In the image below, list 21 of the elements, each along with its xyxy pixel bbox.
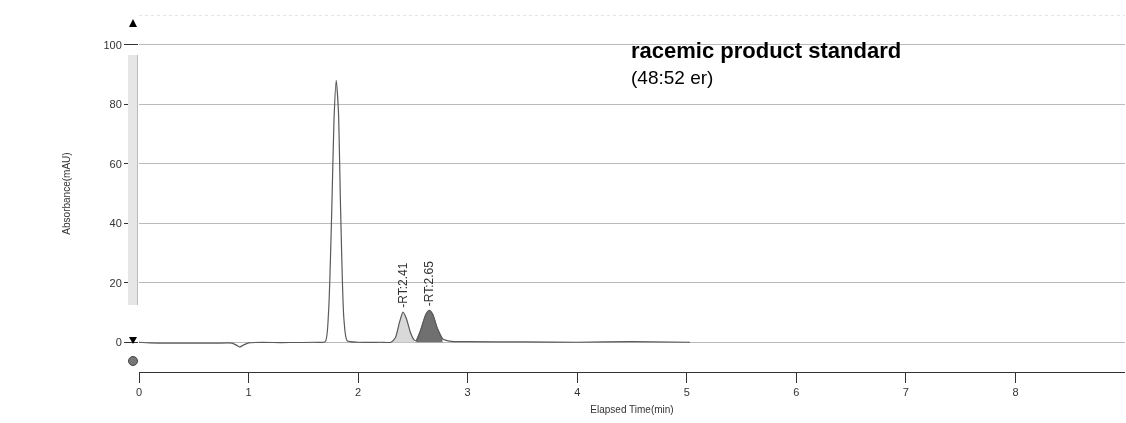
x-axis-title: Elapsed Time(min) bbox=[590, 403, 674, 415]
y-tick-label: 60 bbox=[109, 157, 122, 170]
x-tick-label: 8 bbox=[1012, 386, 1019, 399]
y-tick-label: 100 bbox=[103, 38, 122, 51]
x-tick-label: 4 bbox=[574, 386, 581, 399]
x-tick-label: 7 bbox=[902, 386, 909, 399]
x-tick-label: 6 bbox=[793, 386, 800, 399]
text: (48:52 er) bbox=[631, 67, 714, 88]
x-tick-label: 2 bbox=[355, 386, 362, 399]
y-tick-label: 80 bbox=[109, 98, 122, 111]
y-tick-label: 40 bbox=[109, 217, 122, 230]
annotation: -RT:2.41 bbox=[396, 262, 411, 308]
x-tick-label: 1 bbox=[245, 386, 252, 399]
y-tick-label: 0 bbox=[115, 336, 122, 349]
annotation: -RT:2.65 bbox=[422, 260, 437, 307]
y-tick-label: 20 bbox=[109, 276, 122, 289]
text: racemic product standard bbox=[631, 38, 902, 63]
x-tick-label: 3 bbox=[464, 386, 471, 399]
y-axis-title: Absorbance(mAU) bbox=[61, 152, 73, 235]
x-tick-label: 5 bbox=[683, 386, 690, 399]
x-tick-label: 0 bbox=[135, 386, 143, 399]
